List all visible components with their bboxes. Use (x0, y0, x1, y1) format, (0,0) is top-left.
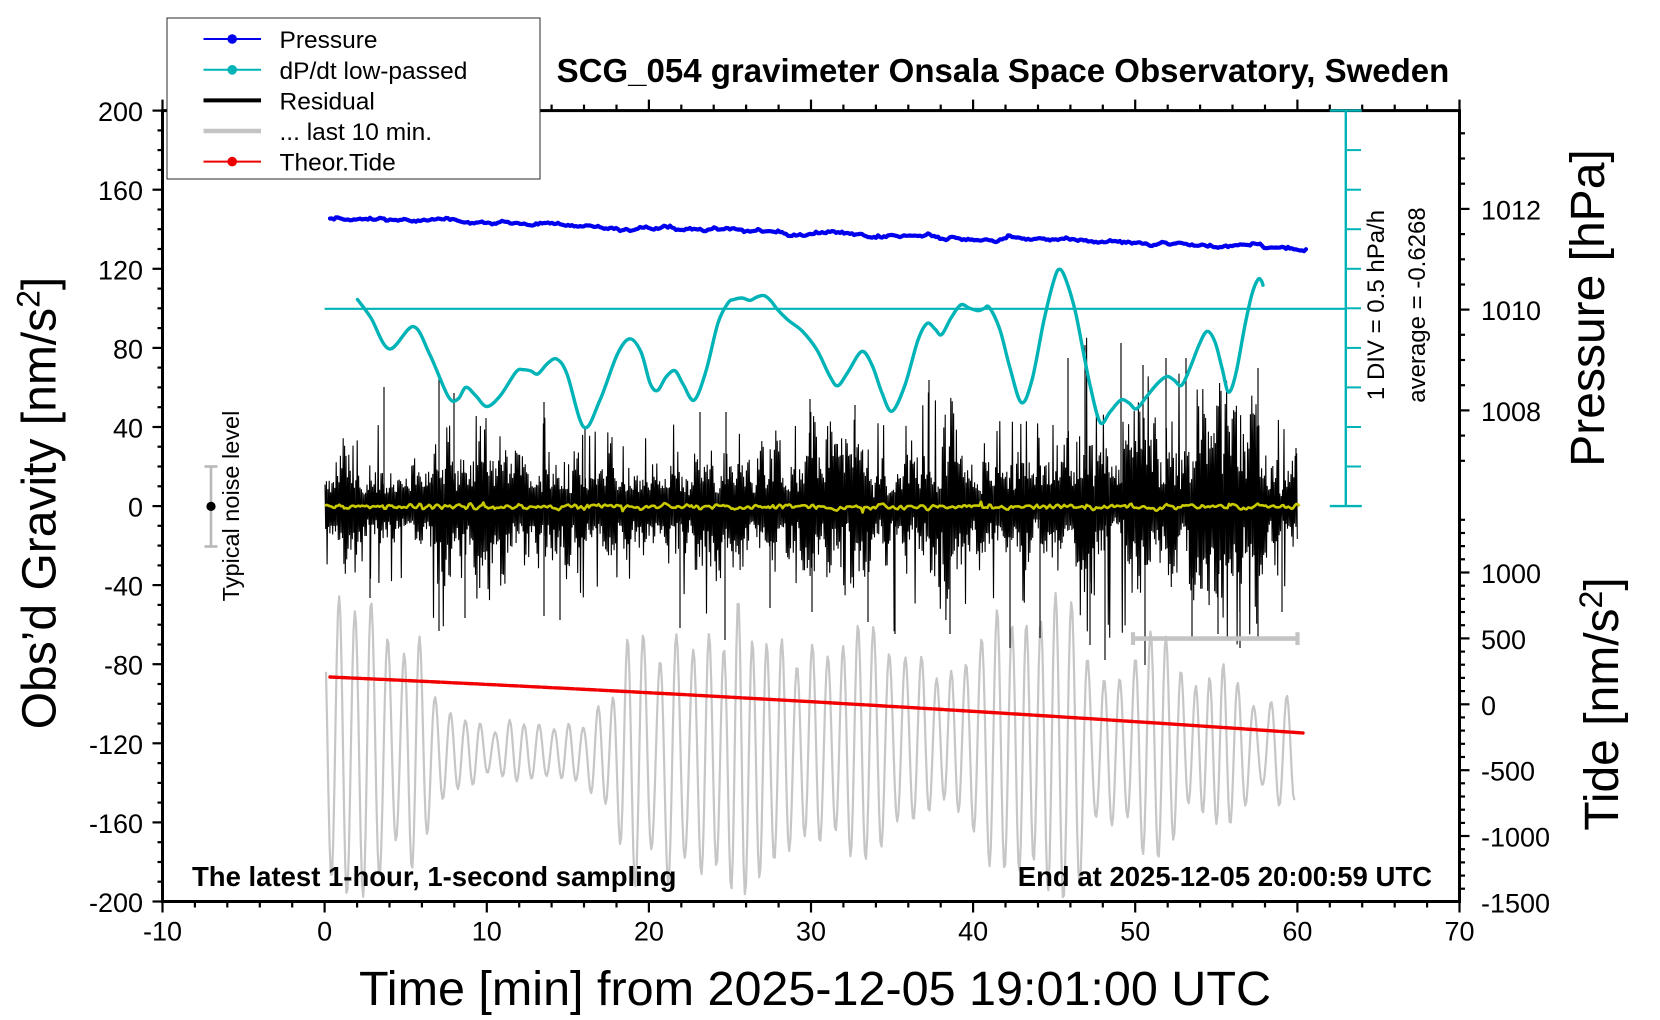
svg-text:200: 200 (98, 97, 143, 127)
svg-text:-1500: -1500 (1481, 888, 1550, 918)
svg-text:Time [min] from 2025-12-05 19:: Time [min] from 2025-12-05 19:01:00 UTC (359, 962, 1271, 1016)
svg-text:10: 10 (472, 917, 502, 947)
svg-text:... last 10 min.: ... last 10 min. (280, 119, 433, 146)
svg-text:Typical noise level: Typical noise level (218, 411, 244, 602)
svg-text:1008: 1008 (1481, 397, 1541, 427)
svg-text:Residual: Residual (280, 88, 375, 115)
svg-text:60: 60 (1282, 917, 1312, 947)
svg-text:-80: -80 (104, 651, 143, 681)
svg-text:500: 500 (1481, 625, 1526, 655)
svg-text:SCG_054 gravimeter Onsala Spac: SCG_054 gravimeter Onsala Space Observat… (557, 52, 1450, 89)
svg-text:-120: -120 (89, 730, 143, 760)
svg-text:average = -0.6268: average = -0.6268 (1404, 207, 1431, 402)
svg-text:dP/dt low-passed: dP/dt low-passed (280, 58, 468, 85)
svg-text:1012: 1012 (1481, 195, 1541, 225)
svg-text:-200: -200 (89, 888, 143, 918)
svg-text:0: 0 (317, 917, 332, 947)
svg-text:120: 120 (98, 255, 143, 285)
svg-text:50: 50 (1120, 917, 1150, 947)
svg-text:-1000: -1000 (1481, 823, 1550, 853)
svg-text:-40: -40 (104, 572, 143, 602)
svg-text:Tide [nm/s2]: Tide [nm/s2] (1573, 577, 1629, 830)
svg-text:70: 70 (1444, 917, 1474, 947)
svg-text:40: 40 (958, 917, 988, 947)
svg-text:-160: -160 (89, 809, 143, 839)
svg-text:1 DIV = 0.5 hPa/h: 1 DIV = 0.5 hPa/h (1363, 210, 1390, 400)
svg-text:1000: 1000 (1481, 559, 1541, 589)
svg-text:80: 80 (113, 334, 143, 364)
svg-text:Theor.Tide: Theor.Tide (280, 150, 396, 177)
svg-text:Pressure: Pressure (280, 27, 378, 54)
svg-text:1010: 1010 (1481, 296, 1541, 326)
svg-text:0: 0 (128, 493, 143, 523)
svg-text:Pressure [hPa]: Pressure [hPa] (1562, 149, 1615, 466)
svg-text:0: 0 (1481, 691, 1496, 721)
svg-text:The latest 1-hour, 1-second sa: The latest 1-hour, 1-second sampling (192, 861, 676, 892)
svg-text:End at 2025-12-05 20:00:59 UTC: End at 2025-12-05 20:00:59 UTC (1018, 861, 1432, 892)
svg-text:-10: -10 (143, 917, 182, 947)
svg-text:20: 20 (634, 917, 664, 947)
svg-text:-500: -500 (1481, 757, 1535, 787)
svg-text:Obs’d Gravity [nm/s2]: Obs’d Gravity [nm/s2] (11, 277, 67, 730)
svg-text:40: 40 (113, 414, 143, 444)
svg-text:30: 30 (796, 917, 826, 947)
svg-text:160: 160 (98, 176, 143, 206)
